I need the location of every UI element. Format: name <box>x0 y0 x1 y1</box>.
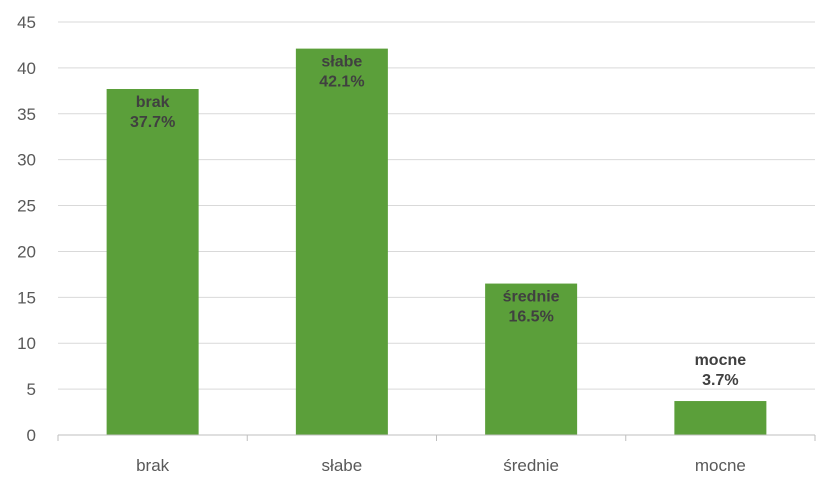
y-tick-label: 35 <box>17 105 36 124</box>
y-tick-label: 5 <box>27 380 36 399</box>
y-tick-label: 10 <box>17 334 36 353</box>
bars <box>106 48 767 436</box>
x-tick-label: mocne <box>695 456 746 475</box>
y-tick-label: 30 <box>17 151 36 170</box>
x-tick-label: średnie <box>503 456 559 475</box>
bar-0 <box>106 88 199 436</box>
data-label-value: 37.7% <box>130 114 175 131</box>
data-label-value: 3.7% <box>702 372 738 389</box>
y-tick-label: 20 <box>17 242 36 261</box>
y-tick-label: 45 <box>17 13 36 32</box>
x-tick-label: słabe <box>322 456 363 475</box>
x-tick-label: brak <box>136 456 170 475</box>
data-label-value: 42.1% <box>319 74 364 91</box>
bar-1 <box>295 48 388 436</box>
x-axis <box>57 434 816 441</box>
data-label-value: 16.5% <box>508 309 553 326</box>
y-tick-label: 0 <box>27 426 36 445</box>
data-label-name: słabe <box>321 54 362 71</box>
data-label-name: brak <box>136 94 170 111</box>
data-labels: brak 37.7% słabe 42.1% średnie 16.5% mocne 3.7% <box>130 54 746 389</box>
bar-3 <box>674 401 767 435</box>
y-axis-ticks: 0 5 10 15 20 25 30 35 40 45 <box>17 13 36 445</box>
bar-2 <box>485 283 578 435</box>
y-tick-label: 40 <box>17 59 36 78</box>
data-label-name: średnie <box>503 289 560 306</box>
x-axis-ticks: brak słabe średnie mocne <box>136 456 746 475</box>
y-tick-label: 15 <box>17 288 36 307</box>
y-tick-label: 25 <box>17 197 36 216</box>
data-label-name: mocne <box>695 352 747 369</box>
